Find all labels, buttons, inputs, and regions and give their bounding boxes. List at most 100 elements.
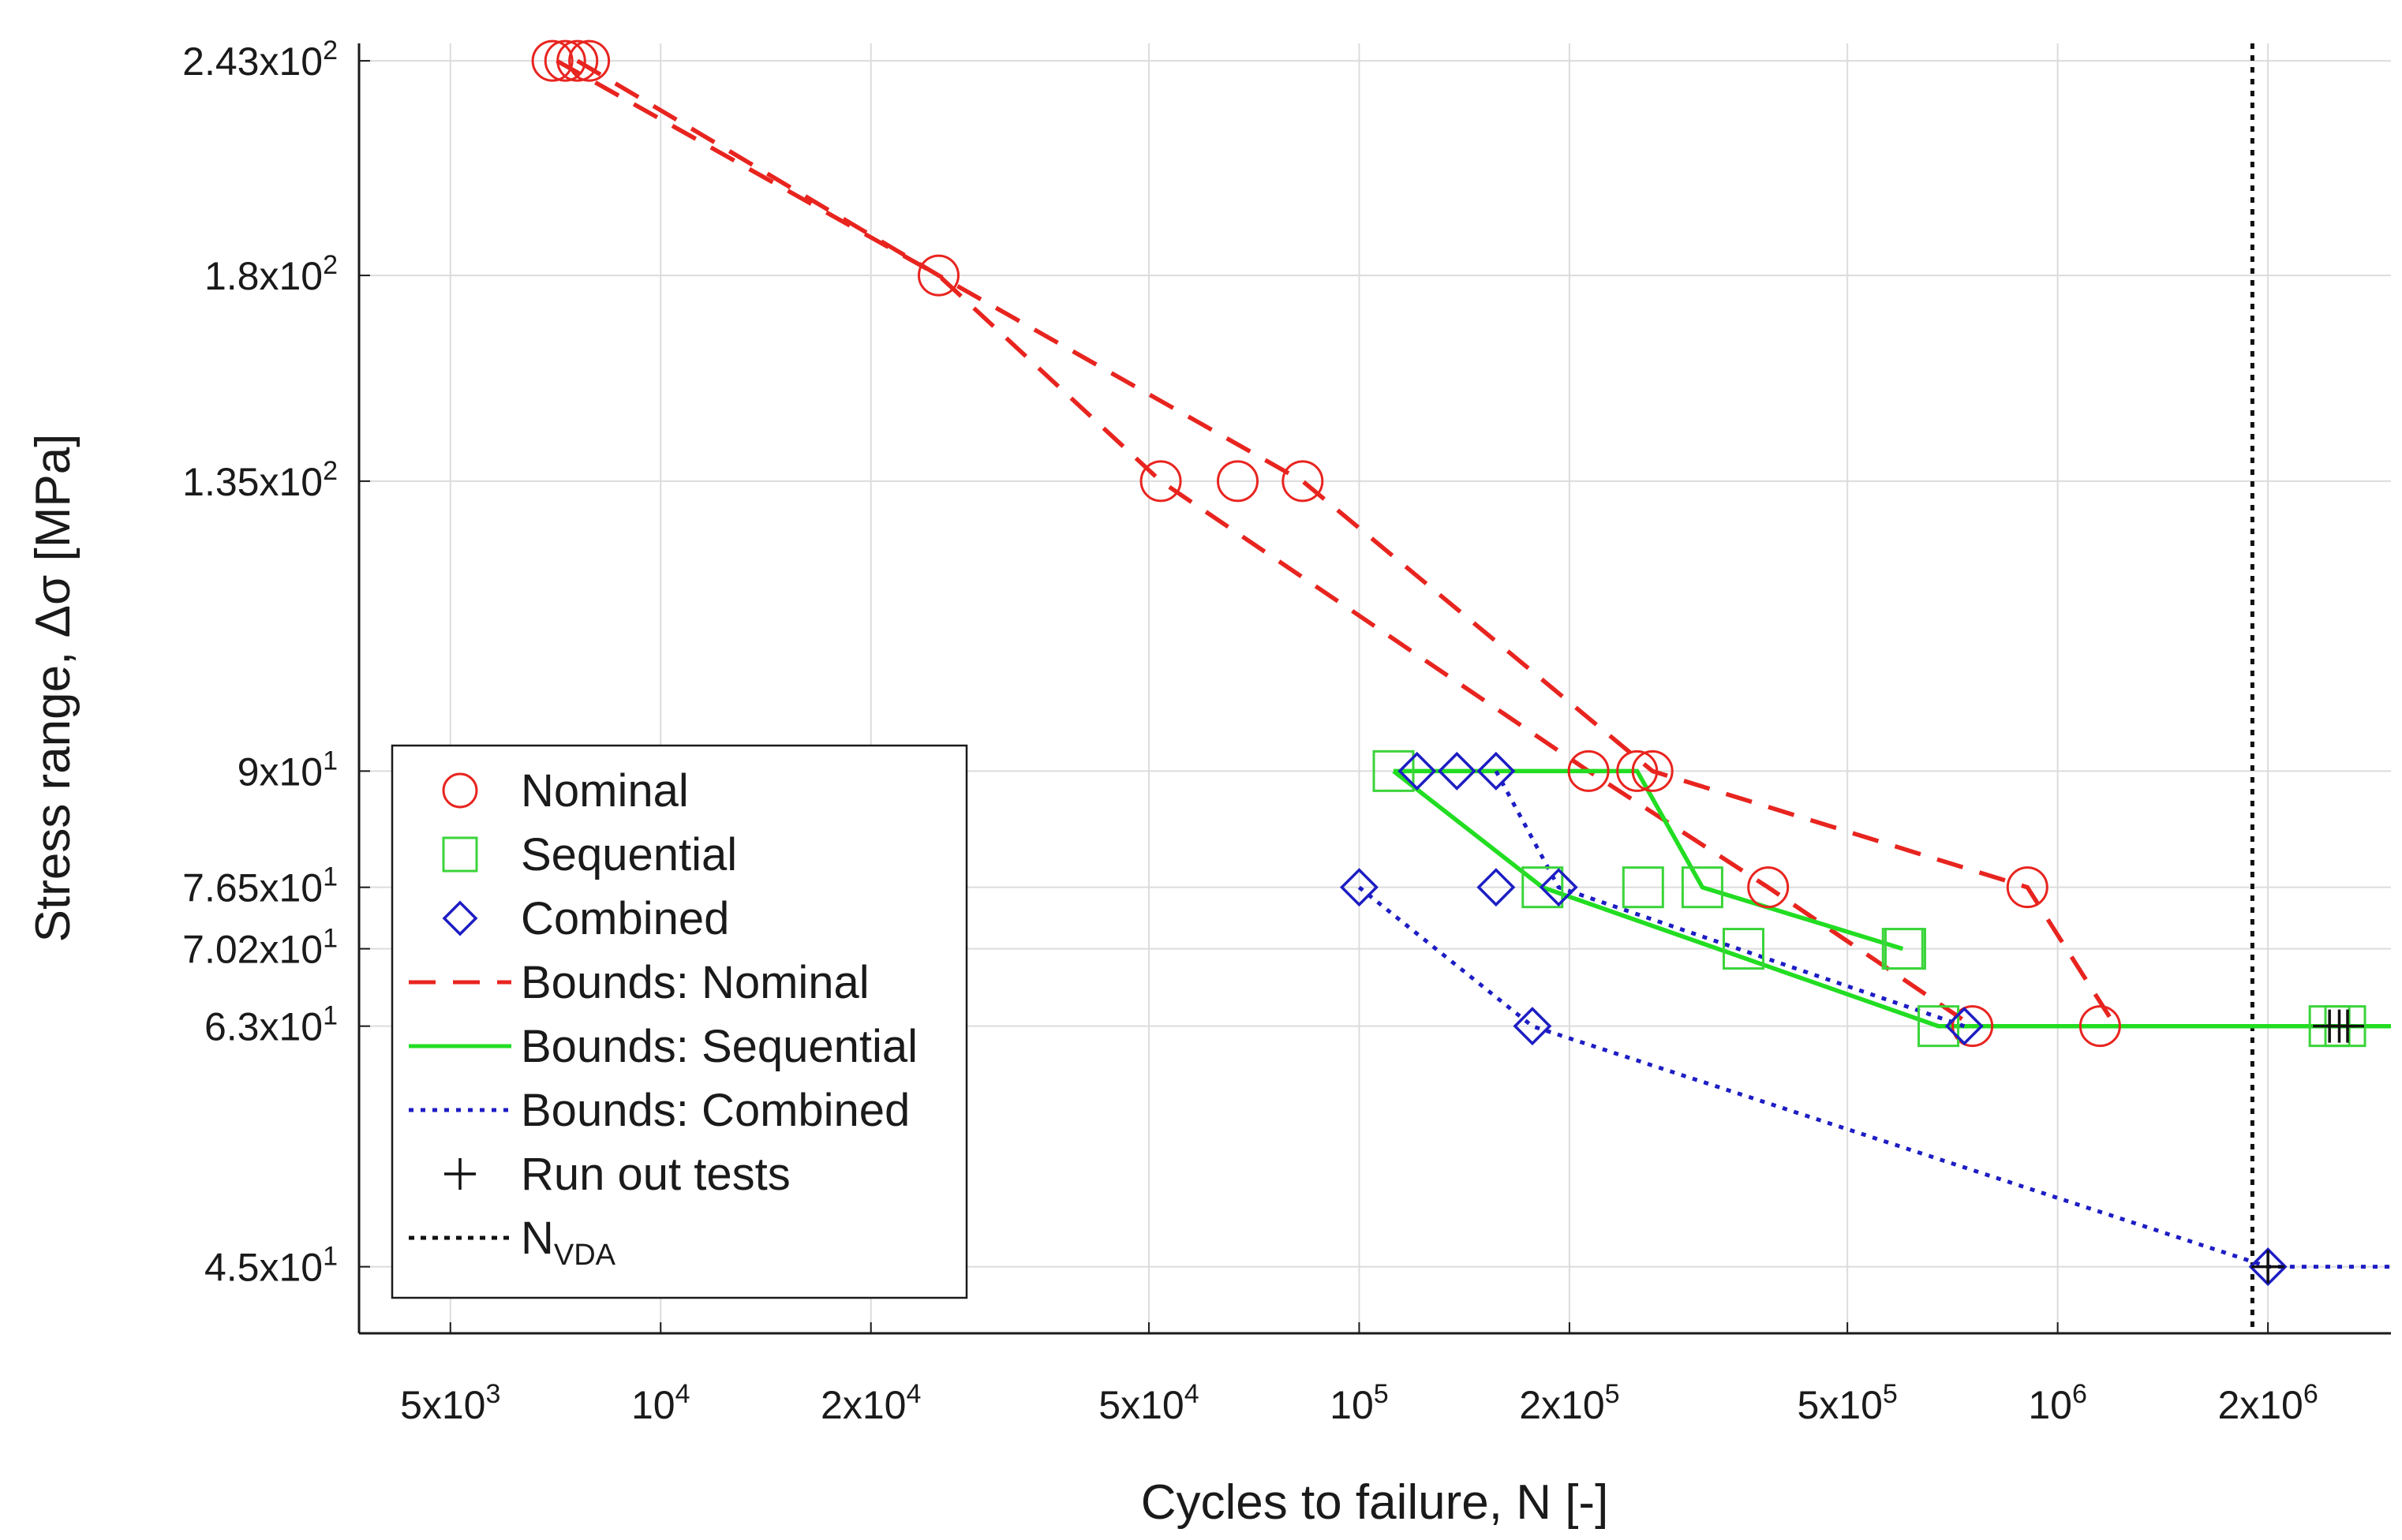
y-axis-label: Stress range, Δσ [MPa] xyxy=(26,434,80,943)
legend-run-out-tests-name: Run out tests xyxy=(521,1149,791,1200)
combined-marker-7 xyxy=(1944,1007,1984,1046)
legend-combined-symbol xyxy=(442,900,478,936)
run-out-tests-marker-2 xyxy=(2330,1009,2364,1043)
bound-lines xyxy=(556,58,2391,1269)
x-tick-label-2: 2x104 xyxy=(821,1379,921,1427)
nominal-marker-1 xyxy=(544,39,586,82)
bounds-sequential-line-0 xyxy=(1394,768,1904,951)
y-tick-label-4-exponent: 1 xyxy=(323,746,338,776)
x-tick-label-3-exponent: 4 xyxy=(1184,1379,1199,1409)
x-tick-label-7: 106 xyxy=(2028,1379,2087,1427)
legend-sequential-symbol xyxy=(442,836,478,873)
y-tick-label-7: 2.43x102 xyxy=(182,36,338,84)
y-tick-label-7-mantissa: 2.43x10 xyxy=(182,39,323,84)
nominal-marker-11 xyxy=(1747,866,1790,909)
bounds-sequential-line-1 xyxy=(1392,769,2391,1029)
y-tick-label-0-mantissa: 4.5x10 xyxy=(204,1246,323,1290)
data-markers xyxy=(531,39,2366,1287)
legend-bounds-nominal-name: Bounds: Nominal xyxy=(521,957,870,1008)
bounds-nominal-line-1 xyxy=(556,58,1974,1028)
y-tick-label-1-exponent: 1 xyxy=(323,1001,338,1031)
y-tick-label-3-exponent: 1 xyxy=(323,862,338,892)
nominal-marker-8 xyxy=(1567,749,1610,792)
legend-nvda-name: N xyxy=(521,1213,554,1264)
legend-run-out-tests-label: Run out tests xyxy=(521,1149,791,1200)
x-tick-label-5-exponent: 5 xyxy=(1605,1379,1620,1409)
legend-combined-label: Combined xyxy=(521,893,729,944)
combined-marker-1 xyxy=(1397,751,1437,791)
y-tick-label-5: 1.35x102 xyxy=(182,456,338,504)
x-tick-label-6-exponent: 5 xyxy=(1883,1379,1898,1409)
x-tick-label-8-mantissa: 2x10 xyxy=(2217,1383,2303,1427)
nominal-marker-2 xyxy=(556,39,599,82)
legend-bounds-combined-name: Bounds: Combined xyxy=(521,1085,910,1136)
sequential-marker-3 xyxy=(1681,866,1723,909)
x-tick-label-2-exponent: 4 xyxy=(906,1379,921,1409)
x-tick-label-2-mantissa: 2x10 xyxy=(821,1383,906,1427)
nominal-marker-3 xyxy=(568,39,611,82)
x-tick-label-0-exponent: 3 xyxy=(486,1379,501,1409)
nominal-marker-14 xyxy=(2078,1005,2121,1048)
y-tick-label-4-mantissa: 9x10 xyxy=(238,749,323,794)
legend: Nominal Sequential Combined Bounds: Nominal… xyxy=(391,744,968,1299)
sequential-marker-1 xyxy=(1521,866,1564,909)
x-tick-label-4: 105 xyxy=(1330,1379,1389,1427)
nominal-marker-9 xyxy=(1616,749,1659,792)
legend-box xyxy=(391,744,968,1299)
y-tick-label-0: 4.5x101 xyxy=(204,1242,338,1290)
sequential-marker-0 xyxy=(1372,749,1415,792)
x-tick-labels: 5x103 104 2x104 5x104 105 2x105 5x105 106 2x106 xyxy=(400,1322,2318,1427)
x-tick-label-0-mantissa: 5x10 xyxy=(400,1383,485,1427)
x-tick-label-7-mantissa: 10 xyxy=(2028,1383,2072,1427)
legend-sequential-label: Sequential xyxy=(521,829,737,880)
legend-combined-name: Combined xyxy=(521,893,729,944)
x-tick-label-0: 5x103 xyxy=(400,1379,500,1427)
y-tick-label-6: 1.8x102 xyxy=(204,250,338,298)
y-tick-label-3-mantissa: 7.65x10 xyxy=(182,866,323,910)
bounds-combined-line-1 xyxy=(1357,885,2391,1269)
run-out-tests-marker-3 xyxy=(2251,1250,2285,1284)
x-tick-label-8: 2x106 xyxy=(2217,1379,2318,1427)
x-tick-label-4-mantissa: 10 xyxy=(1330,1383,1374,1427)
legend-nominal-name: Nominal xyxy=(521,765,689,817)
y-tick-label-5-exponent: 2 xyxy=(323,456,338,486)
nominal-marker-12 xyxy=(2006,866,2048,909)
y-tick-label-7-exponent: 2 xyxy=(323,36,338,65)
bounds-combined-line-0 xyxy=(1494,770,1966,1029)
nominal-marker-0 xyxy=(531,39,574,82)
x-tick-label-5: 2x105 xyxy=(1519,1379,1619,1427)
y-tick-label-6-mantissa: 1.8x10 xyxy=(204,254,323,298)
nominal-marker-10 xyxy=(1631,749,1674,792)
combined-marker-3 xyxy=(1476,751,1516,791)
y-tick-label-0-exponent: 1 xyxy=(323,1242,338,1272)
legend-nvda-subscript: VDA xyxy=(554,1239,616,1272)
x-tick-label-1: 104 xyxy=(631,1379,690,1427)
y-tick-label-2-exponent: 1 xyxy=(323,924,338,954)
legend-bounds-combined-label: Bounds: Combined xyxy=(521,1085,910,1136)
combined-marker-8 xyxy=(2248,1247,2288,1287)
y-tick-label-2-mantissa: 7.02x10 xyxy=(182,928,323,972)
nominal-marker-7 xyxy=(1281,460,1324,503)
x-tick-label-6-mantissa: 5x10 xyxy=(1797,1383,1882,1427)
nominal-marker-6 xyxy=(1216,460,1259,503)
legend-bounds-nominal-label: Bounds: Nominal xyxy=(521,957,870,1008)
sequential-marker-2 xyxy=(1622,866,1664,909)
x-tick-label-1-exponent: 4 xyxy=(675,1379,690,1409)
y-tick-label-1: 6.3x101 xyxy=(204,1001,338,1049)
legend-nvda-label: NVDA xyxy=(521,1213,616,1272)
y-tick-label-5-mantissa: 1.35x10 xyxy=(182,460,323,504)
y-tick-label-6-exponent: 2 xyxy=(323,250,338,280)
x-tick-label-3: 5x104 xyxy=(1098,1379,1199,1427)
x-tick-label-7-exponent: 6 xyxy=(2072,1379,2087,1409)
x-tick-label-1-mantissa: 10 xyxy=(631,1383,675,1427)
axes xyxy=(357,43,2391,1335)
legend-run-out-tests-symbol xyxy=(444,1158,476,1190)
combined-marker-6 xyxy=(1539,868,1578,907)
nominal-marker-4 xyxy=(917,254,960,297)
y-tick-label-3: 7.65x101 xyxy=(182,862,338,910)
x-tick-label-4-exponent: 5 xyxy=(1374,1379,1389,1409)
y-tick-label-1-mantissa: 6.3x10 xyxy=(204,1005,323,1049)
sequential-marker-4 xyxy=(1723,928,1765,970)
y-tick-label-4: 9x101 xyxy=(238,746,338,794)
